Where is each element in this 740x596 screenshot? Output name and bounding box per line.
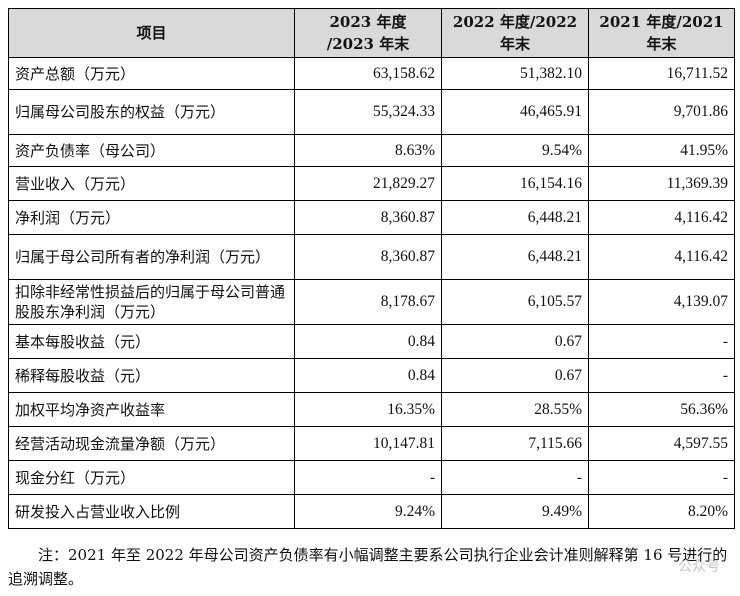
cell-2021: 4,116.42 [588, 200, 735, 235]
row-label: 资产负债率（母公司） [8, 134, 295, 167]
cell-2023: - [294, 460, 442, 495]
cell-2021: 9,701.86 [588, 89, 735, 135]
cell-2022: 9.49% [441, 494, 589, 529]
cell-2021: - [588, 324, 735, 359]
row-label: 资产总额（万元） [8, 57, 295, 90]
header-2022: 2022 年度/2022 年末 [441, 8, 589, 58]
row-label: 研发投入占营业收入比例 [8, 494, 295, 529]
cell-2023: 63,158.62 [294, 57, 442, 90]
cell-2021: 16,711.52 [588, 57, 735, 90]
cell-2023: 8,360.87 [294, 200, 442, 235]
cell-2021: - [588, 460, 735, 495]
cell-2022: 0.67 [441, 324, 589, 359]
row-label: 营业收入（万元） [8, 166, 295, 201]
cell-2023: 0.84 [294, 358, 442, 393]
cell-2022: 9.54% [441, 134, 589, 167]
table-row: 归属母公司股东的权益（万元） 55,324.33 46,465.91 9,701… [8, 89, 735, 135]
table-row: 资产负债率（母公司） 8.63% 9.54% 41.95% [8, 134, 735, 167]
cell-2021: 4,597.55 [588, 426, 735, 461]
table-row: 加权平均净资产收益率 16.35% 28.55% 56.36% [8, 392, 735, 427]
cell-2023: 16.35% [294, 392, 442, 427]
row-label: 归属于母公司所有者的净利润（万元） [8, 234, 295, 280]
cell-2023: 55,324.33 [294, 89, 442, 135]
cell-2023: 8,360.87 [294, 234, 442, 280]
cell-2021: - [588, 358, 735, 393]
header-2023: 2023 年度/2023 年末 [294, 8, 442, 58]
cell-2023: 9.24% [294, 494, 442, 529]
table-header-row: 项目 2023 年度/2023 年末 2022 年度/2022 年末 2021 年… [8, 8, 735, 58]
header-item: 项目 [8, 8, 295, 58]
cell-2023: 0.84 [294, 324, 442, 359]
cell-2023: 8.63% [294, 134, 442, 167]
table-footnote: 注：2021 年至 2022 年母公司资产负债率有小幅调整主要系公司执行企业会计… [8, 546, 728, 588]
table-row: 研发投入占营业收入比例 9.24% 9.49% 8.20% [8, 494, 735, 529]
row-label: 归属母公司股东的权益（万元） [8, 89, 295, 135]
table-row: 稀释每股收益（元） 0.84 0.67 - [8, 358, 735, 393]
row-label: 现金分红（万元） [8, 460, 295, 495]
financial-table-container: 项目 2023 年度/2023 年末 2022 年度/2022 年末 2021 年… [8, 8, 735, 529]
row-label: 稀释每股收益（元） [8, 358, 295, 393]
row-label: 基本每股收益（元） [8, 324, 295, 359]
cell-2022: 46,465.91 [441, 89, 589, 135]
row-label: 扣除非经常性损益后的归属于母公司普通股股东净利润（万元） [8, 279, 295, 325]
cell-2022: 6,448.21 [441, 200, 589, 235]
table-row: 归属于母公司所有者的净利润（万元） 8,360.87 6,448.21 4,11… [8, 234, 735, 280]
cell-2023: 10,147.81 [294, 426, 442, 461]
table-row: 现金分红（万元） - - - [8, 460, 735, 495]
cell-2022: 7,115.66 [441, 426, 589, 461]
cell-2022: 51,382.10 [441, 57, 589, 90]
cell-2021: 41.95% [588, 134, 735, 167]
watermark-text: 公众号 [678, 559, 720, 575]
header-2021: 2021 年度/2021 年末 [588, 8, 735, 58]
cell-2021: 4,116.42 [588, 234, 735, 280]
table-row: 净利润（万元） 8,360.87 6,448.21 4,116.42 [8, 200, 735, 235]
cell-2023: 21,829.27 [294, 166, 442, 201]
table-row: 营业收入（万元） 21,829.27 16,154.16 11,369.39 [8, 166, 735, 201]
cell-2021: 4,139.07 [588, 279, 735, 325]
table-row: 资产总额（万元） 63,158.62 51,382.10 16,711.52 [8, 57, 735, 90]
table-row: 扣除非经常性损益后的归属于母公司普通股股东净利润（万元） 8,178.67 6,… [8, 279, 735, 325]
cell-2022: 6,448.21 [441, 234, 589, 280]
table-row: 基本每股收益（元） 0.84 0.67 - [8, 324, 735, 359]
cell-2021: 8.20% [588, 494, 735, 529]
row-label: 净利润（万元） [8, 200, 295, 235]
table-row: 经营活动现金流量净额（万元） 10,147.81 7,115.66 4,597.… [8, 426, 735, 461]
cell-2022: 0.67 [441, 358, 589, 393]
financial-summary-table: 项目 2023 年度/2023 年末 2022 年度/2022 年末 2021 年… [8, 8, 735, 529]
cell-2023: 8,178.67 [294, 279, 442, 325]
cell-2022: 28.55% [441, 392, 589, 427]
cell-2022: - [441, 460, 589, 495]
cell-2021: 11,369.39 [588, 166, 735, 201]
row-label: 加权平均净资产收益率 [8, 392, 295, 427]
cell-2022: 16,154.16 [441, 166, 589, 201]
row-label: 经营活动现金流量净额（万元） [8, 426, 295, 461]
cell-2021: 56.36% [588, 392, 735, 427]
cell-2022: 6,105.57 [441, 279, 589, 325]
